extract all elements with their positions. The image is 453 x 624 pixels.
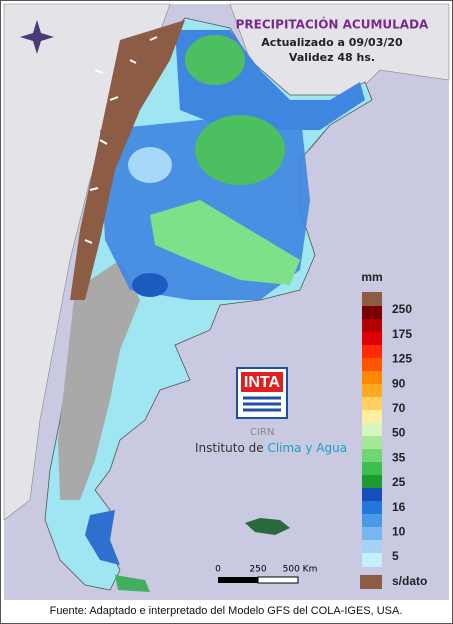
- swatch: [362, 423, 382, 436]
- swatch: [362, 358, 382, 371]
- swatch: [362, 410, 382, 423]
- rain-area: [132, 273, 168, 297]
- scale-label: 0: [215, 565, 221, 575]
- institute-highlight: Clima y Agua: [267, 441, 347, 455]
- rain-area: [195, 115, 285, 185]
- swatch: [362, 332, 382, 345]
- scale-bar: [218, 577, 258, 583]
- swatch: [362, 371, 382, 384]
- update-date: Actualizado a 09/03/20: [261, 36, 403, 49]
- scale-label: 250: [249, 565, 266, 575]
- swatch: [362, 319, 382, 332]
- legend-label: 50: [392, 426, 406, 440]
- legend-label: 16: [392, 500, 406, 514]
- swatch: [362, 514, 382, 527]
- swatch: [362, 462, 382, 475]
- swatch: [362, 449, 382, 462]
- swatch: [362, 345, 382, 358]
- validity: Validez 48 hs.: [289, 51, 375, 64]
- logo-brand: INTA: [244, 374, 281, 391]
- source-note: Fuente: Adaptado e interpretado del Mode…: [50, 605, 403, 617]
- swatch: [362, 540, 382, 553]
- no-data-hatch: [84, 36, 158, 244]
- rain-area: [128, 147, 172, 183]
- swatch: [362, 384, 382, 397]
- logo-center: CIRN: [250, 427, 274, 438]
- legend-label: 90: [392, 376, 406, 390]
- legend-label: 250: [392, 302, 412, 316]
- legend-label: 175: [392, 327, 412, 341]
- swatch: [362, 553, 382, 567]
- swatch: [362, 501, 382, 514]
- compass-rose: [20, 20, 54, 54]
- legend-label: 25: [392, 475, 406, 489]
- no-data-swatch: [360, 575, 382, 589]
- islands: [245, 518, 290, 535]
- swatch: [362, 306, 382, 319]
- no-rain-relief: [58, 260, 140, 500]
- no-data-area: [70, 20, 185, 300]
- institute-name: Instituto de Clima y Agua: [195, 441, 347, 455]
- map-title: PRECIPITACIÓN ACUMULADA: [236, 17, 429, 32]
- swatch: [362, 488, 382, 501]
- swatch: [362, 292, 382, 306]
- legend-label: 125: [392, 352, 412, 366]
- no-data-label: s/dato: [392, 574, 427, 588]
- legend-labels: 250 175 125 90 70 50 35 25 16 10 5: [392, 302, 412, 563]
- legend-label: 35: [392, 450, 406, 464]
- institute-prefix: Instituto de: [195, 441, 264, 455]
- legend-swatches: [360, 292, 382, 589]
- rain-area: [115, 575, 150, 592]
- logo-band: [241, 372, 283, 392]
- scale-bar: [257, 576, 299, 584]
- rain-area: [150, 200, 300, 285]
- swatch: [362, 397, 382, 410]
- swatch: [362, 527, 382, 540]
- logo-lines: [243, 396, 281, 412]
- rain-area: [185, 35, 245, 85]
- legend-label: 5: [392, 549, 399, 563]
- legend-label: 70: [392, 401, 406, 415]
- swatch: [362, 475, 382, 488]
- legend-label: 10: [392, 524, 406, 538]
- rain-area: [85, 510, 120, 565]
- scale-label: 500 Km: [283, 565, 318, 575]
- legend-unit: mm: [361, 270, 382, 284]
- swatch: [362, 436, 382, 449]
